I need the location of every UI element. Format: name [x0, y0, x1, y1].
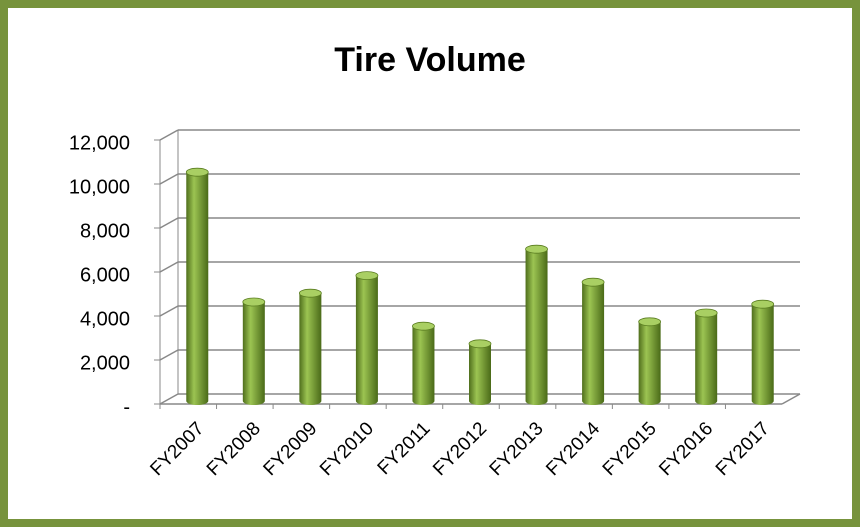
bar: [638, 321, 661, 405]
grid-side: [159, 305, 179, 317]
grid-side: [159, 217, 179, 229]
y-tick-label: -: [123, 396, 130, 418]
y-tick-label: 12,000: [69, 132, 130, 154]
y-tick-label: 2,000: [80, 352, 130, 374]
bar: [751, 304, 774, 405]
grid-side: [159, 393, 179, 405]
bar-top: [525, 244, 548, 254]
bar-top: [242, 297, 266, 307]
bar-top: [694, 308, 718, 318]
grid-side: [159, 173, 179, 185]
bar: [355, 275, 378, 405]
bar-top: [355, 271, 379, 281]
bar: [186, 172, 209, 405]
bar-top: [412, 321, 435, 331]
y-tick-label: 4,000: [80, 308, 130, 330]
bar: [412, 326, 435, 405]
bar: [469, 343, 491, 405]
bar-top: [751, 299, 775, 309]
bar-top: [638, 317, 662, 327]
bar: [525, 249, 548, 405]
bar-top: [581, 277, 605, 287]
grid-side: [159, 349, 179, 361]
bar: [299, 293, 322, 405]
bar-top: [468, 339, 492, 349]
chart-title: Tire Volume: [334, 41, 525, 79]
y-tick-label: 6,000: [80, 264, 130, 286]
grid-side: [159, 261, 179, 273]
bar-top: [185, 167, 209, 177]
floor-side: [781, 393, 801, 405]
y-tick-label: 10,000: [69, 176, 130, 198]
bar-top: [298, 288, 322, 298]
y-tick-label: 8,000: [80, 220, 130, 242]
grid-side: [159, 129, 179, 141]
bar: [582, 282, 605, 405]
bar: [242, 302, 265, 405]
bar: [695, 313, 718, 405]
